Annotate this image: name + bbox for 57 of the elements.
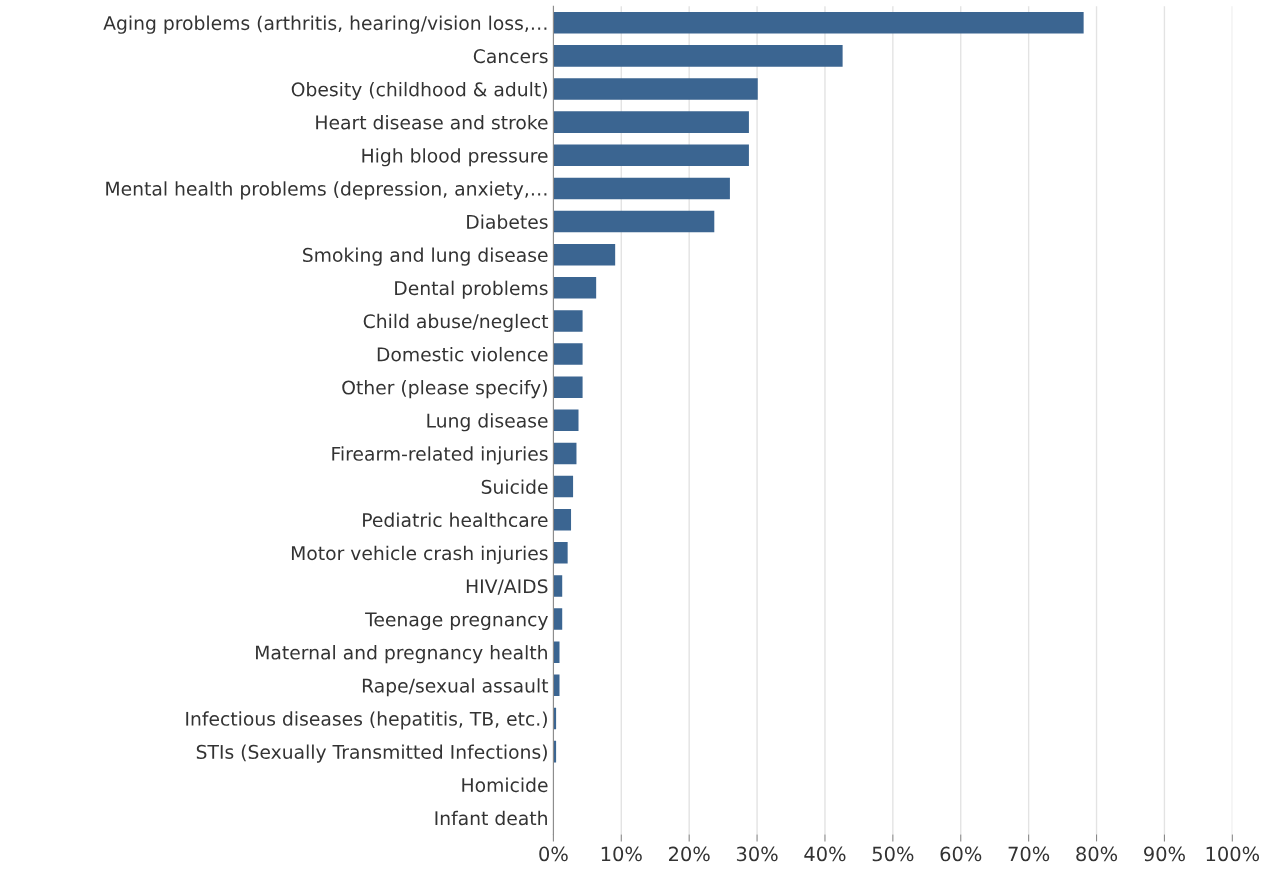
y-tick-label: Child abuse/neglect <box>363 313 549 332</box>
y-tick-label: Pediatric healthcare <box>363 512 548 528</box>
y-tick-label: Infectious diseases (hepatitis, TB, etc.) <box>186 711 547 730</box>
bar <box>553 144 749 167</box>
bar <box>553 475 574 498</box>
bar <box>553 243 616 266</box>
bar <box>553 277 597 299</box>
bar <box>553 575 563 597</box>
y-tick-label: Dental problems <box>395 280 548 299</box>
y-tick-label: STIs (Sexually Transmitted Infections) <box>196 744 547 763</box>
x-tick-label: 60% <box>940 846 982 862</box>
bar <box>553 641 560 663</box>
bar <box>553 210 715 233</box>
bar <box>553 11 1084 34</box>
y-tick-label: Diabetes <box>467 214 548 229</box>
bar <box>553 310 583 332</box>
bar <box>553 409 579 432</box>
y-tick-label: Homicide <box>462 777 548 793</box>
x-tick-label: 40% <box>804 846 846 862</box>
y-tick-label: Firearm-related injuries <box>332 446 548 465</box>
bar <box>553 177 730 200</box>
bar <box>553 608 563 630</box>
y-tick-label: Teenage pregnancy <box>365 612 548 631</box>
y-tick-label: High blood pressure <box>362 148 548 167</box>
y-tick-label: Other (please specify) <box>342 380 547 399</box>
y-tick-label: Aging problems (arthritis, hearing/vision loss,… <box>103 15 547 34</box>
bar <box>553 508 572 531</box>
x-tick-label: 90% <box>1144 846 1185 862</box>
y-tick-label: Infant death <box>435 810 547 826</box>
x-tick-label: 100% <box>1206 846 1260 862</box>
bar <box>553 442 577 465</box>
x-tick-label: 50% <box>872 846 914 862</box>
y-tick-label: Lung disease <box>427 413 548 432</box>
bar <box>553 111 749 133</box>
y-tick-label: Suicide <box>481 479 548 494</box>
x-tick-label: 20% <box>668 846 710 862</box>
y-tick-label: Domestic violence <box>377 346 548 362</box>
y-tick-label: Mental health problems (depression, anxiety,… <box>106 181 547 200</box>
bar <box>553 78 758 100</box>
x-tick-label: 10% <box>601 846 642 862</box>
bar <box>553 343 583 365</box>
y-tick-label: Maternal and pregnancy health <box>256 645 547 664</box>
x-tick-label: 70% <box>1008 846 1050 862</box>
y-tick-label: Motor vehicle crash injuries <box>291 545 548 564</box>
y-tick-label: Smoking and lung disease <box>303 247 548 266</box>
y-tick-label: HIV/AIDS <box>466 579 548 595</box>
bar <box>553 45 843 67</box>
y-tick-label: Rape/sexual assault <box>362 678 549 697</box>
x-tick-label: 0% <box>539 846 568 862</box>
bar <box>553 674 560 697</box>
bar <box>553 542 568 564</box>
y-tick-label: Cancers <box>473 49 548 64</box>
y-tick-label: Heart disease and stroke <box>316 115 548 130</box>
x-tick-label: 80% <box>1076 846 1118 862</box>
y-tick-label: Obesity (childhood & adult) <box>291 81 547 101</box>
bar <box>553 376 583 398</box>
x-tick-label: 30% <box>736 846 778 862</box>
